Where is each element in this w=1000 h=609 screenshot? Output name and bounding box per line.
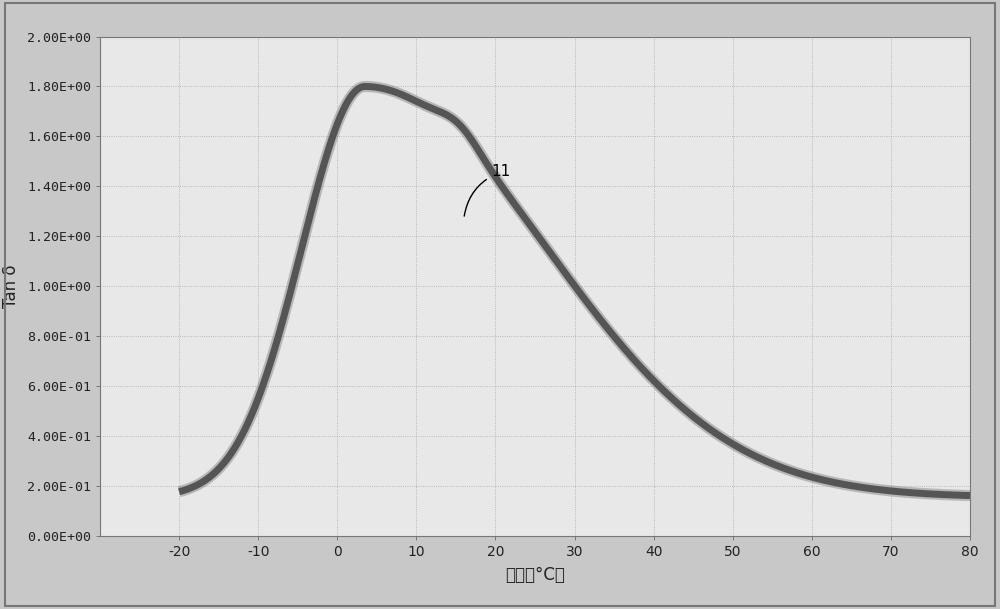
X-axis label: 温度（°C）: 温度（°C）: [505, 566, 565, 584]
Text: 11: 11: [464, 164, 511, 216]
Y-axis label: Tan δ: Tan δ: [2, 264, 20, 308]
